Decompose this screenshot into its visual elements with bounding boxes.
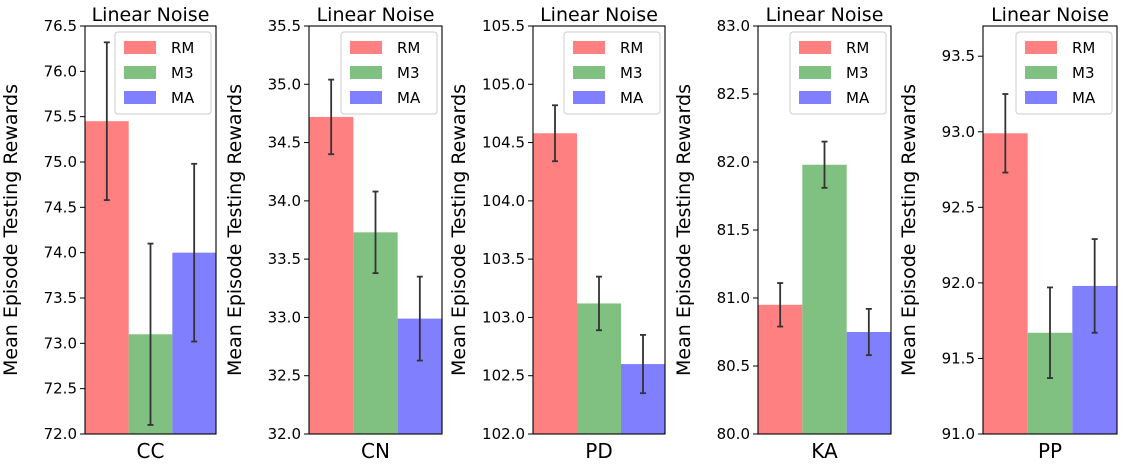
y-tick-label: 83.0 xyxy=(717,17,750,35)
chart-title: Linear Noise xyxy=(92,4,210,26)
y-tick-label: 74.5 xyxy=(44,198,77,216)
x-axis-label: PD xyxy=(585,439,612,463)
plot-frame xyxy=(308,25,443,435)
y-tick-label: 32.5 xyxy=(268,367,301,385)
bar-m3 xyxy=(802,164,847,434)
legend-label-ma: MA xyxy=(1072,89,1096,107)
y-tick-label: 91.5 xyxy=(942,349,975,367)
y-axis-label: Mean Episode Testing Rewards xyxy=(673,84,695,376)
y-tick-label: 93.0 xyxy=(942,123,975,141)
y-tick-label: 75.0 xyxy=(44,153,77,171)
legend-label-rm: RM xyxy=(171,39,194,57)
y-tick-label: 103.0 xyxy=(482,308,525,326)
legend-swatch-m3 xyxy=(1025,66,1057,79)
legend-swatch-rm xyxy=(799,41,831,54)
y-tick-label: 33.0 xyxy=(268,308,301,326)
x-axis-label: CC xyxy=(137,439,165,463)
legend-swatch-ma xyxy=(124,91,156,104)
legend-label-m3: M3 xyxy=(620,64,643,82)
chart-panel-pp: 91.0 91.5 92.0 92.5 93.0 93.5 Linear Noise Mean… xyxy=(898,4,1118,463)
bar-rm xyxy=(983,133,1028,435)
y-tick-label: 72.5 xyxy=(44,380,77,398)
y-tick-label: 76.0 xyxy=(44,62,77,80)
legend-swatch-ma xyxy=(1025,91,1057,104)
legend-swatch-rm xyxy=(124,41,156,54)
legend-label-m3: M3 xyxy=(171,64,194,82)
y-tick-label: 82.0 xyxy=(717,153,750,171)
y-tick-label: 102.5 xyxy=(482,367,525,385)
y-tick-label: 73.5 xyxy=(44,289,77,307)
legend-swatch-ma xyxy=(573,91,605,104)
y-axis-label: Mean Episode Testing Rewards xyxy=(898,84,920,376)
y-tick-label: 92.0 xyxy=(942,274,975,292)
y-tick-label: 82.5 xyxy=(717,85,750,103)
y-axis-label: Mean Episode Testing Rewards xyxy=(0,84,22,376)
y-tick-label: 34.0 xyxy=(268,192,301,210)
chart-panel-cn: 32.0 32.5 33.0 33.5 34.0 34.5 35.0 35.5 Linear N… xyxy=(224,4,443,463)
y-axis-label: Mean Episode Testing Rewards xyxy=(224,84,246,376)
y-tick-label: 104.0 xyxy=(482,192,525,210)
legend-label-m3: M3 xyxy=(1072,64,1095,82)
plot-frame xyxy=(982,25,1118,435)
legend-swatch-m3 xyxy=(799,66,831,79)
x-axis-label: KA xyxy=(811,439,838,463)
y-tick-label: 92.5 xyxy=(942,198,975,216)
bar-rm xyxy=(533,133,577,434)
legend-label-ma: MA xyxy=(620,89,644,107)
legend-swatch-ma xyxy=(350,91,382,104)
y-tick-label: 35.5 xyxy=(268,17,301,35)
y-tick-label: 73.0 xyxy=(44,334,77,352)
legend-label-m3: M3 xyxy=(846,64,869,82)
y-tick-label: 75.5 xyxy=(44,108,77,126)
y-tick-label: 103.5 xyxy=(482,250,525,268)
legend-swatch-m3 xyxy=(573,66,605,79)
chart-title: Linear Noise xyxy=(991,4,1109,26)
chart-panel-ka: 80.0 80.5 81.0 81.5 82.0 82.5 83.0 Linear Noise… xyxy=(673,4,892,463)
y-tick-label: 32.0 xyxy=(268,425,301,443)
legend-swatch-rm xyxy=(573,41,605,54)
legend-label-m3: M3 xyxy=(397,64,420,82)
bar-rm xyxy=(309,116,354,434)
chart-title: Linear Noise xyxy=(766,4,884,26)
legend-swatch-m3 xyxy=(124,66,156,79)
y-tick-label: 80.0 xyxy=(717,425,750,443)
legend-swatch-m3 xyxy=(350,66,382,79)
y-tick-label: 104.5 xyxy=(482,134,525,152)
legend-label-rm: RM xyxy=(846,39,869,57)
plot-frame xyxy=(84,25,217,435)
y-tick-label: 35.0 xyxy=(268,75,301,93)
y-tick-label: 72.0 xyxy=(44,425,77,443)
legend-label-rm: RM xyxy=(397,39,420,57)
y-tick-label: 105.5 xyxy=(482,17,525,35)
y-tick-label: 34.5 xyxy=(268,134,301,152)
legend-swatch-rm xyxy=(350,41,382,54)
y-tick-label: 105.0 xyxy=(482,75,525,93)
legend-label-rm: RM xyxy=(1072,39,1095,57)
y-tick-label: 74.0 xyxy=(44,244,77,262)
y-tick-label: 76.5 xyxy=(44,17,77,35)
legend-swatch-ma xyxy=(799,91,831,104)
legend-label-ma: MA xyxy=(846,89,870,107)
y-tick-label: 102.0 xyxy=(482,425,525,443)
y-tick-label: 33.5 xyxy=(268,250,301,268)
y-tick-label: 91.0 xyxy=(942,425,975,443)
chart-title: Linear Noise xyxy=(317,4,435,26)
plot-frame xyxy=(532,25,666,435)
y-tick-label: 80.5 xyxy=(717,357,750,375)
y-tick-label: 81.0 xyxy=(717,289,750,307)
x-axis-label: PP xyxy=(1038,439,1062,463)
chart-panel-cc: 72.0 72.5 73.0 73.5 74.0 74.5 75.0 75.5 76.0 76.5… xyxy=(0,4,217,463)
legend-label-ma: MA xyxy=(397,89,421,107)
chart-panel-pd: 102.0 102.5 103.0 103.5 104.0 104.5 105.0 105.5… xyxy=(448,4,666,463)
legend-label-ma: MA xyxy=(171,89,195,107)
y-axis-label: Mean Episode Testing Rewards xyxy=(448,84,470,376)
y-tick-label: 81.5 xyxy=(717,221,750,239)
chart-title: Linear Noise xyxy=(540,4,658,26)
legend-swatch-rm xyxy=(1025,41,1057,54)
x-axis-label: CN xyxy=(361,439,390,463)
y-tick-label: 93.5 xyxy=(942,47,975,65)
legend-label-rm: RM xyxy=(620,39,643,57)
